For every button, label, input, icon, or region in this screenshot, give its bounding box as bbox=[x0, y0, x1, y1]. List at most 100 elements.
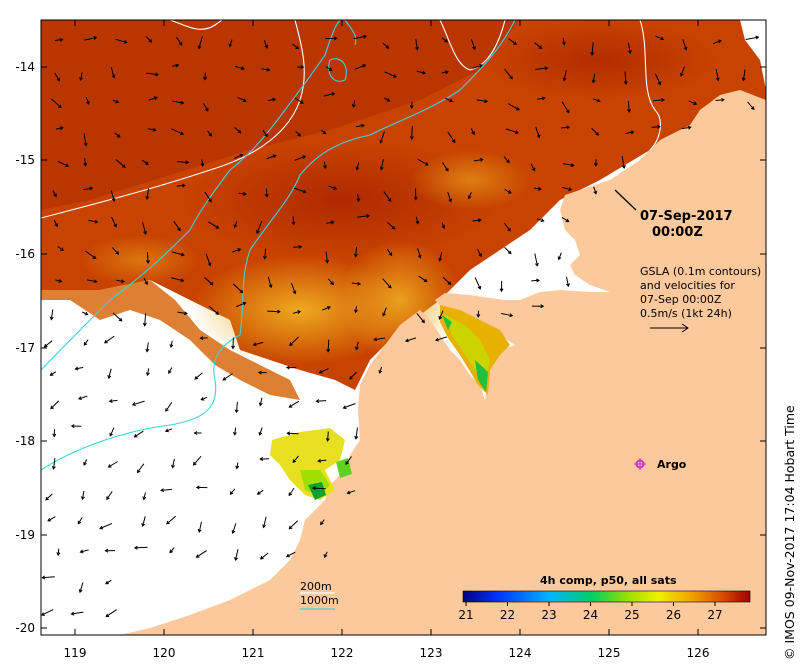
velocity-arrowhead bbox=[93, 279, 98, 284]
velocity-arrow bbox=[109, 399, 118, 402]
velocity-arrowhead bbox=[60, 247, 64, 251]
velocity-arrow bbox=[198, 521, 202, 533]
velocity-arrowhead bbox=[382, 312, 386, 317]
velocity-arrowhead bbox=[472, 46, 476, 51]
velocity-arrow bbox=[165, 402, 173, 412]
velocity-arrowhead bbox=[133, 545, 138, 550]
velocity-arrow bbox=[417, 158, 429, 166]
velocity-arrow bbox=[116, 279, 125, 283]
velocity-arrow bbox=[441, 162, 449, 172]
velocity-arrow bbox=[237, 96, 247, 102]
velocity-arrow bbox=[110, 190, 115, 202]
velocity-arrowhead bbox=[354, 309, 358, 314]
isobath-1000m bbox=[41, 20, 341, 371]
velocity-arrowhead bbox=[65, 163, 70, 168]
velocity-arrowhead bbox=[45, 496, 50, 501]
velocity-arrowhead bbox=[142, 322, 147, 327]
velocity-arrow bbox=[504, 189, 512, 194]
velocity-arrowhead bbox=[323, 554, 328, 559]
velocity-arrow bbox=[591, 127, 599, 136]
velocity-arrowhead bbox=[421, 319, 425, 324]
velocity-arrow bbox=[83, 133, 87, 146]
velocity-arrow bbox=[265, 188, 268, 197]
velocity-arrow bbox=[234, 154, 243, 159]
velocity-arrowhead bbox=[242, 301, 247, 306]
y-tick-label: -14 bbox=[15, 60, 35, 74]
velocity-arrowhead bbox=[178, 41, 183, 46]
velocity-arrow bbox=[230, 488, 236, 495]
velocity-arrow bbox=[374, 337, 386, 341]
velocity-arrowhead bbox=[541, 96, 546, 101]
velocity-arrow bbox=[325, 66, 332, 71]
velocity-arrow bbox=[357, 215, 370, 218]
velocity-arrow bbox=[142, 516, 146, 527]
velocity-arrow bbox=[418, 275, 428, 283]
velocity-arrow bbox=[621, 156, 625, 169]
colorbar-ticks: 21 22 23 24 25 26 27 bbox=[458, 602, 723, 622]
velocity-arrowhead bbox=[657, 81, 662, 86]
velocity-arrow bbox=[435, 336, 447, 341]
land-mass bbox=[120, 90, 766, 635]
velocity-arrowhead bbox=[478, 253, 482, 258]
velocity-arrow bbox=[531, 279, 540, 282]
velocity-arrow bbox=[115, 159, 126, 168]
velocity-arrowhead bbox=[393, 74, 398, 78]
velocity-arrow bbox=[134, 546, 148, 549]
velocity-arrow bbox=[85, 97, 90, 105]
velocity-arrow bbox=[176, 184, 185, 187]
y-axis-ticks: -14 -15 -16 -17 -18 -19 -20 bbox=[15, 60, 766, 635]
velocity-arrow bbox=[44, 340, 53, 348]
velocity-arrowhead bbox=[234, 409, 239, 414]
velocity-arrowhead bbox=[145, 161, 149, 165]
velocity-arrowhead bbox=[175, 63, 180, 68]
argo-label: Argo bbox=[657, 458, 687, 471]
velocity-arrowhead bbox=[237, 248, 242, 252]
velocity-arrow bbox=[289, 400, 300, 408]
velocity-arrow bbox=[172, 458, 175, 468]
velocity-arrowhead bbox=[438, 315, 443, 320]
velocity-arrow bbox=[263, 516, 267, 528]
velocity-arrowhead bbox=[484, 99, 489, 104]
velocity-arrowhead bbox=[166, 520, 170, 525]
velocity-arrow bbox=[201, 396, 208, 401]
velocity-arrowhead bbox=[424, 162, 429, 166]
velocity-arrowhead bbox=[326, 348, 331, 353]
velocity-arrow bbox=[415, 39, 418, 50]
velocity-arrow bbox=[384, 71, 397, 78]
velocity-arrowhead bbox=[77, 520, 82, 525]
y-tick-label: -19 bbox=[15, 528, 35, 542]
velocity-arrowhead bbox=[52, 433, 57, 438]
velocity-arrow bbox=[148, 96, 158, 101]
velocity-arrowhead bbox=[328, 67, 333, 71]
velocity-arrow bbox=[166, 515, 177, 525]
velocity-arrow bbox=[627, 42, 631, 54]
velocity-arrow bbox=[234, 427, 237, 435]
velocity-arrowhead bbox=[145, 260, 150, 264]
velocity-arrow bbox=[57, 246, 64, 251]
velocity-arrowhead bbox=[177, 227, 181, 232]
velocity-arrowhead bbox=[123, 39, 128, 44]
velocity-arrowhead bbox=[104, 339, 108, 344]
velocity-arrowhead bbox=[312, 486, 316, 491]
velocity-arrow bbox=[504, 68, 513, 80]
velocity-arrowhead bbox=[83, 162, 88, 167]
velocity-arrow bbox=[171, 128, 184, 135]
velocity-arrowhead bbox=[215, 311, 220, 315]
velocity-arrow bbox=[505, 128, 519, 134]
velocity-arrowhead bbox=[507, 227, 511, 232]
velocity-arrowhead bbox=[105, 580, 109, 585]
velocity-arrowhead bbox=[131, 402, 136, 406]
velocity-arrow bbox=[83, 459, 88, 466]
velocity-arrowhead bbox=[197, 45, 202, 50]
velocity-arrowhead bbox=[333, 186, 338, 190]
velocity-arrowhead bbox=[99, 525, 104, 530]
velocity-arrowhead bbox=[207, 262, 212, 267]
velocity-arrow bbox=[146, 342, 149, 352]
gsla-note-line3: 07-Sep 00:00Z bbox=[640, 293, 722, 306]
velocity-arrowhead bbox=[499, 288, 504, 293]
velocity-arrowhead bbox=[94, 219, 99, 224]
velocity-arrow bbox=[355, 427, 358, 439]
velocity-arrowhead bbox=[346, 490, 351, 495]
velocity-arrowhead bbox=[104, 548, 109, 553]
velocity-arrow bbox=[111, 216, 117, 227]
